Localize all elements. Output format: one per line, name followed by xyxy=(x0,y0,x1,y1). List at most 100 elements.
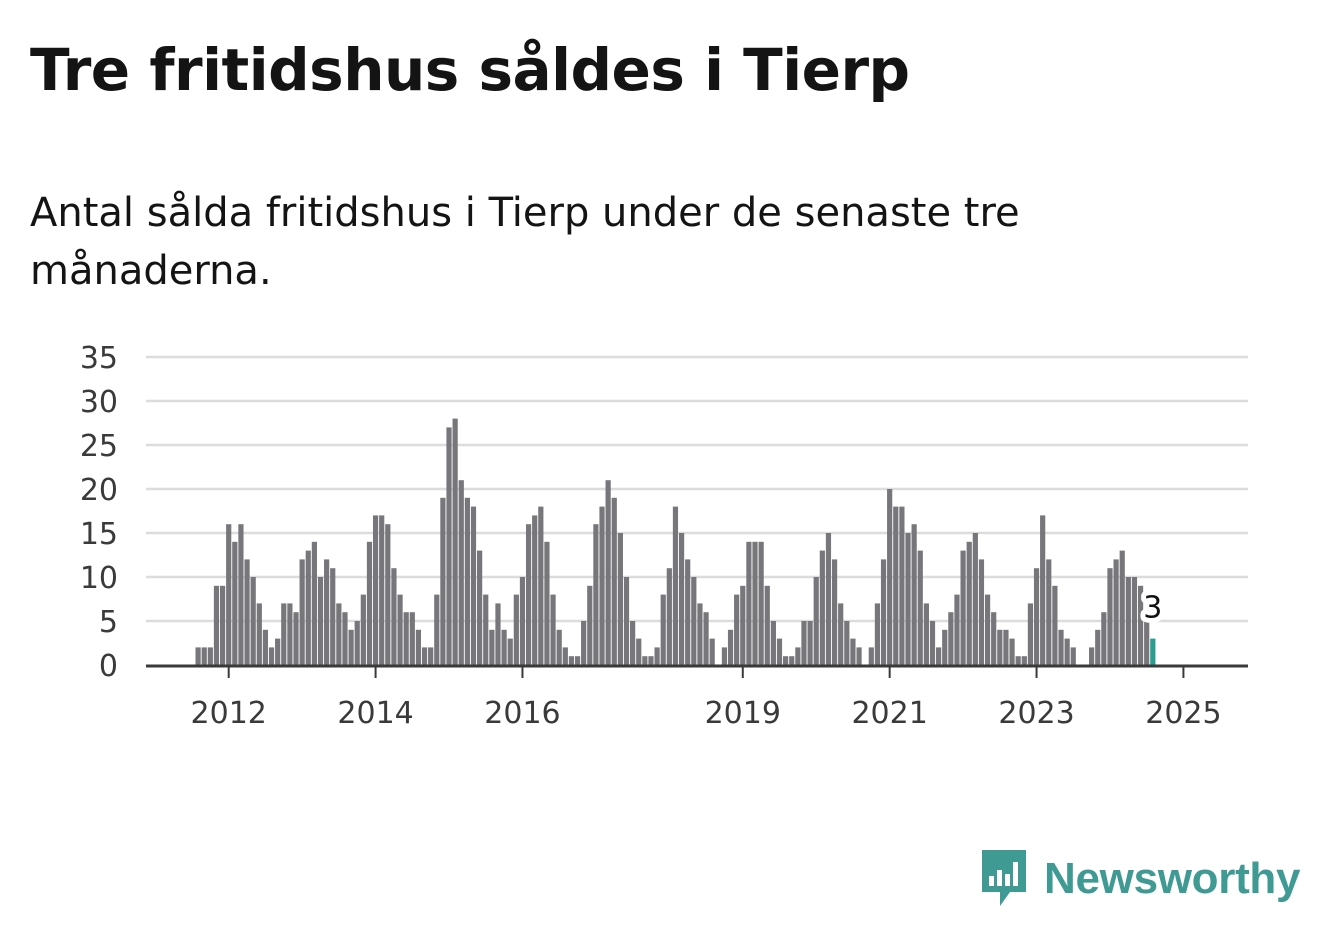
bar xyxy=(440,497,446,665)
bar xyxy=(275,638,281,665)
bar xyxy=(1046,559,1052,665)
bar xyxy=(740,585,746,665)
bar xyxy=(495,603,501,665)
bar xyxy=(1095,629,1101,665)
bar xyxy=(544,541,550,665)
bar xyxy=(770,621,776,665)
bar xyxy=(1003,629,1009,665)
bar xyxy=(899,506,905,665)
bar xyxy=(911,524,917,665)
bar xyxy=(1040,515,1046,665)
bar xyxy=(874,603,881,665)
brand-name: Newsworthy xyxy=(1044,854,1301,903)
bar xyxy=(929,621,936,665)
bar xyxy=(636,638,642,665)
y-tick-label: 30 xyxy=(80,385,118,420)
bar xyxy=(366,541,373,665)
bar xyxy=(379,515,385,665)
bar xyxy=(501,629,507,665)
bar xyxy=(556,629,562,665)
bar xyxy=(415,629,422,665)
bar xyxy=(819,550,825,665)
bar xyxy=(324,559,330,665)
bar xyxy=(581,621,587,665)
bar xyxy=(226,524,232,665)
bar xyxy=(1131,577,1138,665)
bar xyxy=(281,603,287,665)
bar xyxy=(287,603,293,665)
bar xyxy=(605,480,611,665)
bar xyxy=(893,506,899,665)
bar xyxy=(1125,577,1131,665)
x-tick-label: 2025 xyxy=(1145,696,1221,731)
bar xyxy=(599,506,605,665)
bar xyxy=(532,515,538,665)
bar xyxy=(709,638,715,665)
bar xyxy=(219,585,226,665)
bar xyxy=(880,559,887,665)
bar xyxy=(562,647,568,665)
bar xyxy=(795,647,801,665)
bar xyxy=(268,647,275,665)
bar xyxy=(207,647,213,665)
bar xyxy=(256,603,262,665)
bar xyxy=(630,621,636,665)
bar xyxy=(1064,638,1070,665)
bar xyxy=(1070,647,1076,665)
bar xyxy=(660,594,666,665)
y-tick-label: 5 xyxy=(99,605,118,640)
bar xyxy=(317,577,324,665)
bar xyxy=(838,603,844,665)
bar xyxy=(342,612,348,665)
bar xyxy=(1021,656,1027,665)
bar xyxy=(348,629,354,665)
bar xyxy=(1027,603,1034,665)
grid-lines xyxy=(146,355,1248,623)
y-axis-tick-labels: 0 5 10 15 20 25 30 35 xyxy=(80,341,118,684)
bar xyxy=(917,550,923,665)
bar xyxy=(678,533,685,665)
y-tick-label: 35 xyxy=(80,341,118,376)
bar xyxy=(966,541,972,665)
bar xyxy=(305,550,311,665)
bar xyxy=(513,594,519,665)
bar xyxy=(201,647,207,665)
bar xyxy=(1113,559,1119,665)
bar xyxy=(758,541,764,665)
bar xyxy=(623,577,630,665)
bar xyxy=(574,656,581,665)
x-tick-label: 2021 xyxy=(851,696,927,731)
bar xyxy=(428,647,434,665)
bar xyxy=(972,533,978,665)
bar xyxy=(262,629,269,665)
bar xyxy=(568,656,575,665)
bar xyxy=(734,594,740,665)
bar xyxy=(1009,638,1015,665)
bar xyxy=(984,594,991,665)
chart-subtitle: Antal sålda fritidshus i Tierp under de … xyxy=(30,190,1020,294)
bar xyxy=(489,629,495,665)
bar xyxy=(477,550,483,665)
bar xyxy=(752,541,758,665)
last-value-label: 3 xyxy=(1143,591,1162,626)
bar xyxy=(1107,568,1113,665)
bar xyxy=(213,585,220,665)
bar xyxy=(550,594,556,665)
bar xyxy=(813,577,819,665)
bar xyxy=(856,647,862,665)
bar xyxy=(525,524,532,665)
bar xyxy=(1101,612,1107,665)
bar xyxy=(703,612,709,665)
bars xyxy=(195,418,1156,665)
bar xyxy=(666,568,672,665)
bar xyxy=(250,577,256,665)
x-tick-label: 2019 xyxy=(705,696,781,731)
bar xyxy=(293,612,299,665)
bar xyxy=(831,559,838,665)
bar xyxy=(654,647,660,665)
bar xyxy=(978,559,985,665)
bar xyxy=(391,568,397,665)
bar xyxy=(483,594,489,665)
bar xyxy=(464,497,470,665)
bar xyxy=(825,533,832,665)
